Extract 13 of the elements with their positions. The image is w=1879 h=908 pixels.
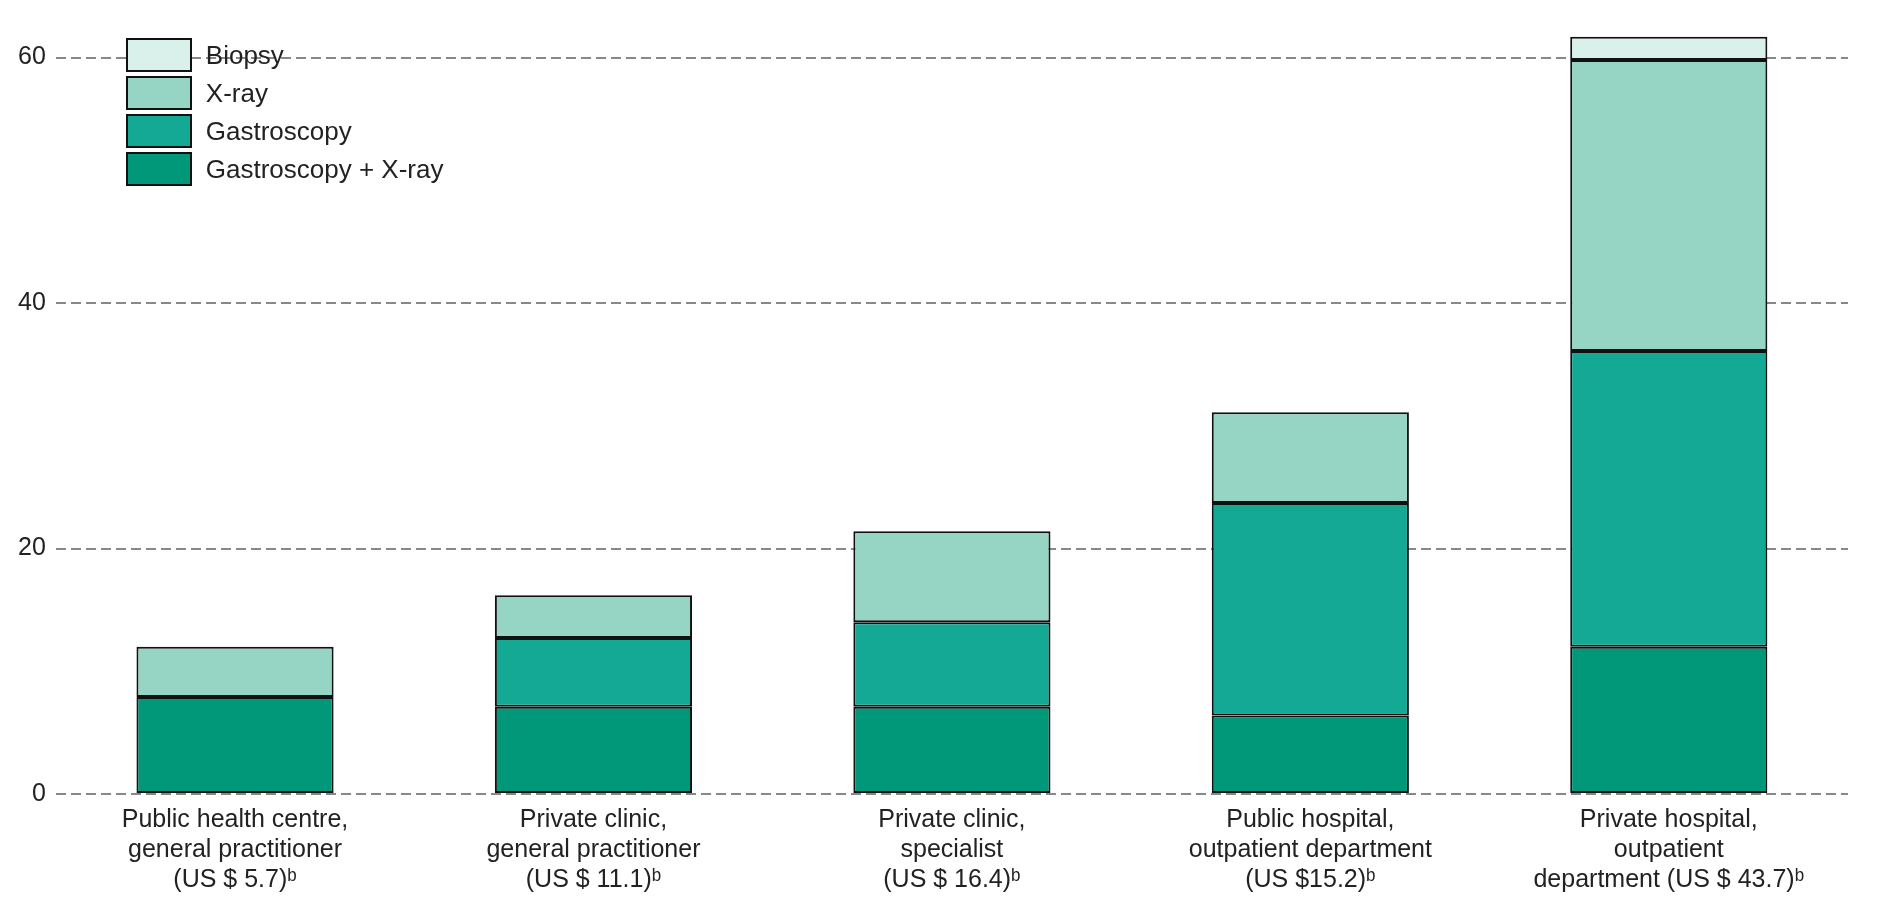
x-tick-label: Public health centre, general practitioner (US $ 5.7)ᵇ	[121, 803, 349, 892]
y-tick-label: 0	[31, 777, 46, 806]
x-tick-label: Private clinic, specialist (US $ 16.4)ᵇ	[878, 803, 1026, 892]
x-tick-label: Private clinic, general practitioner (US $ 11.1)ᵇ	[486, 803, 701, 892]
y-tick-label: 60	[18, 41, 46, 70]
y-tick-label: 20	[18, 532, 46, 561]
y-tick-label: 40	[18, 286, 46, 315]
x-tick-label: Public hospital, outpatient department (US $15.2)ᵇ	[1188, 803, 1432, 892]
legend-label: Biopsy	[205, 39, 284, 71]
legend-label: Gastroscopy	[205, 115, 352, 147]
legend-label: Gastroscopy + X-ray	[205, 153, 444, 185]
legend-label: X-ray	[205, 77, 268, 109]
x-tick-label: Private hospital, outpatient department (US $ 43.7)ᵇ	[1533, 803, 1805, 892]
